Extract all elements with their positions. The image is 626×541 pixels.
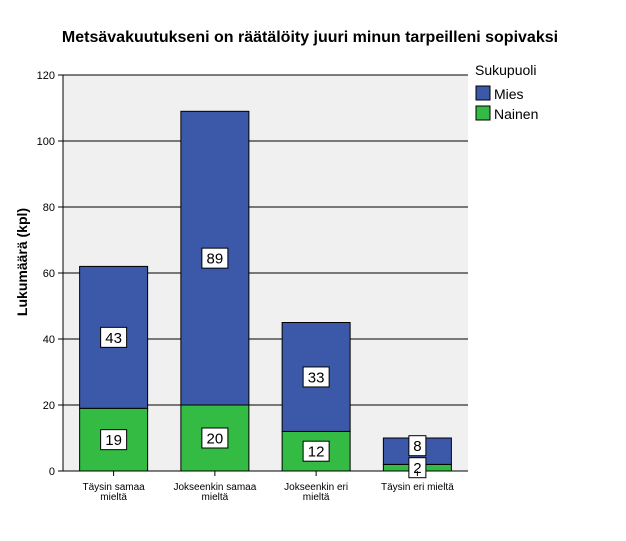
data-label: 2 <box>413 460 421 477</box>
data-label-box <box>201 247 229 269</box>
legend-label: Mies <box>494 86 524 102</box>
y-tick-label: 80 <box>43 202 55 214</box>
y-tick-label: 120 <box>37 70 55 82</box>
chart-title: Metsävakuutukseni on räätälöity juuri mi… <box>62 29 558 46</box>
data-label-box <box>100 429 128 451</box>
y-tick-label: 20 <box>43 400 55 412</box>
data-label: 8 <box>413 438 421 455</box>
x-tick-label: mieltä <box>202 492 229 503</box>
data-label: 12 <box>308 444 325 461</box>
data-label-box <box>408 435 427 457</box>
y-tick-label: 0 <box>49 466 55 478</box>
x-tick-label: Jokseenkin eri <box>284 482 348 493</box>
data-label-box <box>408 457 427 479</box>
data-label: 33 <box>308 369 325 386</box>
y-tick-label: 100 <box>37 136 55 148</box>
data-label: 19 <box>105 432 122 449</box>
data-label: 89 <box>207 251 224 268</box>
x-tick-label: Täysin samaa <box>83 482 146 493</box>
legend-title: Sukupuoli <box>475 62 537 78</box>
y-tick-label: 60 <box>43 268 55 280</box>
x-tick-label: Täysin eri mieltä <box>381 482 454 493</box>
data-label-box <box>302 440 330 462</box>
data-label: 43 <box>105 330 122 347</box>
legend-swatch <box>475 85 491 101</box>
legend: Sukupuoli Mies Nainen <box>475 62 538 122</box>
data-label: 20 <box>207 431 224 448</box>
legend-label: Nainen <box>494 106 538 122</box>
y-axis-label: Lukumäärä (kpl) <box>14 208 30 316</box>
legend-swatch <box>475 105 491 121</box>
data-label-box <box>100 326 128 348</box>
y-tick-label: 40 <box>43 334 55 346</box>
data-label-box <box>302 366 330 388</box>
data-label-box <box>201 427 229 449</box>
x-tick-label: Jokseenkin samaa <box>173 482 256 493</box>
x-tick-label: mieltä <box>303 492 330 503</box>
x-tick-label: mieltä <box>100 492 127 503</box>
